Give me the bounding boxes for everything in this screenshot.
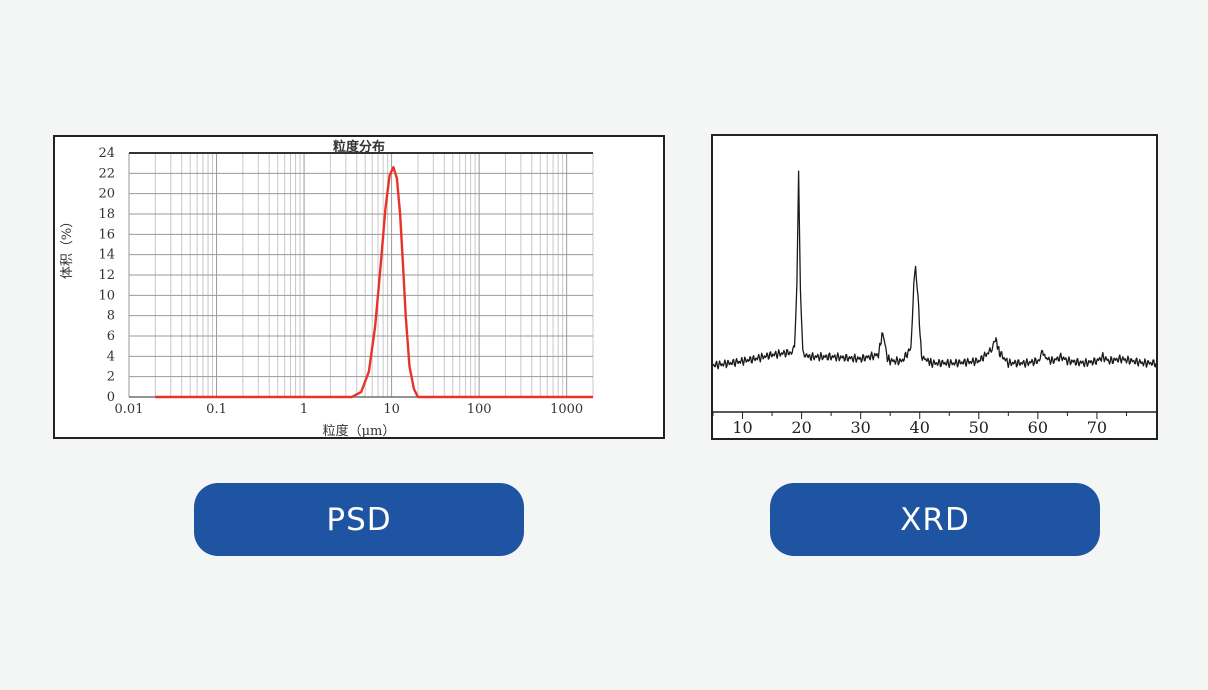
- psd-y-tick-label: 20: [98, 187, 115, 202]
- psd-y-tick-label: 24: [98, 146, 115, 161]
- xrd-x-tick-label: 20: [791, 418, 811, 437]
- psd-y-tick-label: 12: [98, 268, 115, 283]
- psd-chart: 粒度分布 粒度（μm） 体积（%） 0.01 0.1 1 10 100 1000 0246…: [60, 139, 594, 437]
- psd-grid: [128, 152, 594, 398]
- psd-x-tick-label: 10: [383, 402, 400, 417]
- psd-y-tick-label: 0: [107, 390, 115, 405]
- psd-chart-title: 粒度分布: [333, 139, 385, 155]
- psd-y-tick-label: 10: [98, 288, 115, 303]
- psd-x-tick-label: 100: [467, 402, 492, 417]
- xrd-x-tick-label: 10: [732, 418, 752, 437]
- xrd-chart-panel: 10 20 30 40 50 60 70: [711, 134, 1158, 440]
- psd-x-tick-label: 0.1: [206, 402, 227, 417]
- psd-y-tick-label: 22: [98, 166, 115, 181]
- psd-y-tick-label: 4: [107, 349, 115, 364]
- psd-x-tick-label: 1000: [550, 402, 583, 417]
- psd-button[interactable]: PSD: [194, 483, 524, 556]
- xrd-diffraction-trace: [713, 170, 1156, 370]
- psd-y-tick-label: 8: [107, 309, 115, 324]
- psd-y-tick-label: 16: [98, 227, 115, 242]
- psd-distribution-curve: [155, 166, 593, 399]
- psd-y-axis-label: 体积（%）: [60, 215, 75, 279]
- xrd-x-ticks: 10 20 30 40 50 60 70: [713, 412, 1127, 437]
- psd-x-tick-label: 1: [300, 402, 308, 417]
- xrd-x-tick-label: 50: [969, 418, 989, 437]
- xrd-chart: 10 20 30 40 50 60 70: [713, 170, 1156, 437]
- xrd-x-tick-label: 70: [1087, 418, 1107, 437]
- psd-x-axis-label: 粒度（μm）: [323, 423, 396, 437]
- psd-x-ticks: 0.01 0.1 1 10 100 1000: [115, 402, 584, 417]
- psd-x-tick-label: 0.01: [115, 402, 144, 417]
- xrd-x-tick-label: 60: [1028, 418, 1048, 437]
- xrd-x-tick-label: 40: [910, 418, 930, 437]
- xrd-x-tick-label: 30: [850, 418, 870, 437]
- psd-y-tick-label: 2: [107, 370, 115, 385]
- xrd-button[interactable]: XRD: [770, 483, 1100, 556]
- psd-y-tick-label: 14: [98, 248, 115, 263]
- psd-y-tick-label: 6: [107, 329, 115, 344]
- psd-y-tick-label: 18: [98, 207, 115, 222]
